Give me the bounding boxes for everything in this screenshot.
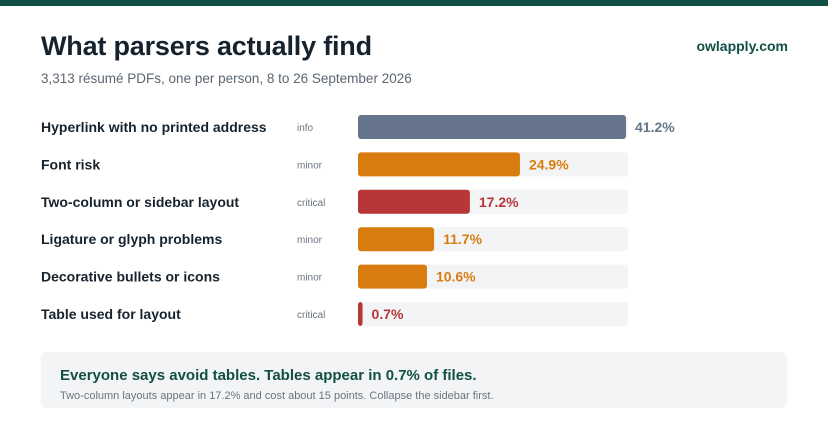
bar <box>358 115 626 139</box>
bar-value-label: 17.2% <box>479 194 519 210</box>
bar-severity-label: minor <box>297 235 323 246</box>
bar <box>358 189 470 214</box>
findings-bar-chart: Hyperlink with no printed address info 41.… <box>41 115 675 326</box>
bar-track <box>358 302 628 326</box>
bar-severity-label: critical <box>297 310 325 321</box>
callout-box: Everyone says avoid tables. Tables appea… <box>41 352 787 408</box>
bar-value-label: 24.9% <box>529 156 569 172</box>
bar-category-label: Decorative bullets or icons <box>41 269 220 285</box>
bar <box>358 227 435 252</box>
bar-category-label: Two-column or sidebar layout <box>41 194 239 210</box>
page-subtitle: 3,313 résumé PDFs, one per person, 8 to … <box>41 71 412 86</box>
bar-value-label: 11.7% <box>443 231 482 247</box>
bar-severity-label: minor <box>297 273 323 284</box>
bar-category-label: Hyperlink with no printed address <box>41 119 267 135</box>
bar-category-label: Ligature or glyph problems <box>41 231 222 247</box>
bar <box>358 264 427 289</box>
bar <box>358 152 520 177</box>
bar-severity-label: critical <box>297 198 325 209</box>
bar-value-label: 41.2% <box>635 119 675 135</box>
callout-headline: Everyone says avoid tables. Tables appea… <box>60 367 477 384</box>
top-accent-bar <box>0 0 828 6</box>
bar-severity-label: minor <box>297 160 323 171</box>
bar-severity-label: info <box>297 123 314 134</box>
bar <box>358 302 363 326</box>
bar-category-label: Table used for layout <box>41 306 181 322</box>
bar-value-label: 0.7% <box>372 306 404 322</box>
bar-category-label: Font risk <box>41 156 100 172</box>
callout-detail: Two-column layouts appear in 17.2% and c… <box>60 390 494 402</box>
brand-link[interactable]: owlapply.com <box>696 38 788 54</box>
bar-value-label: 10.6% <box>436 269 476 285</box>
page-title: What parsers actually find <box>41 31 372 61</box>
